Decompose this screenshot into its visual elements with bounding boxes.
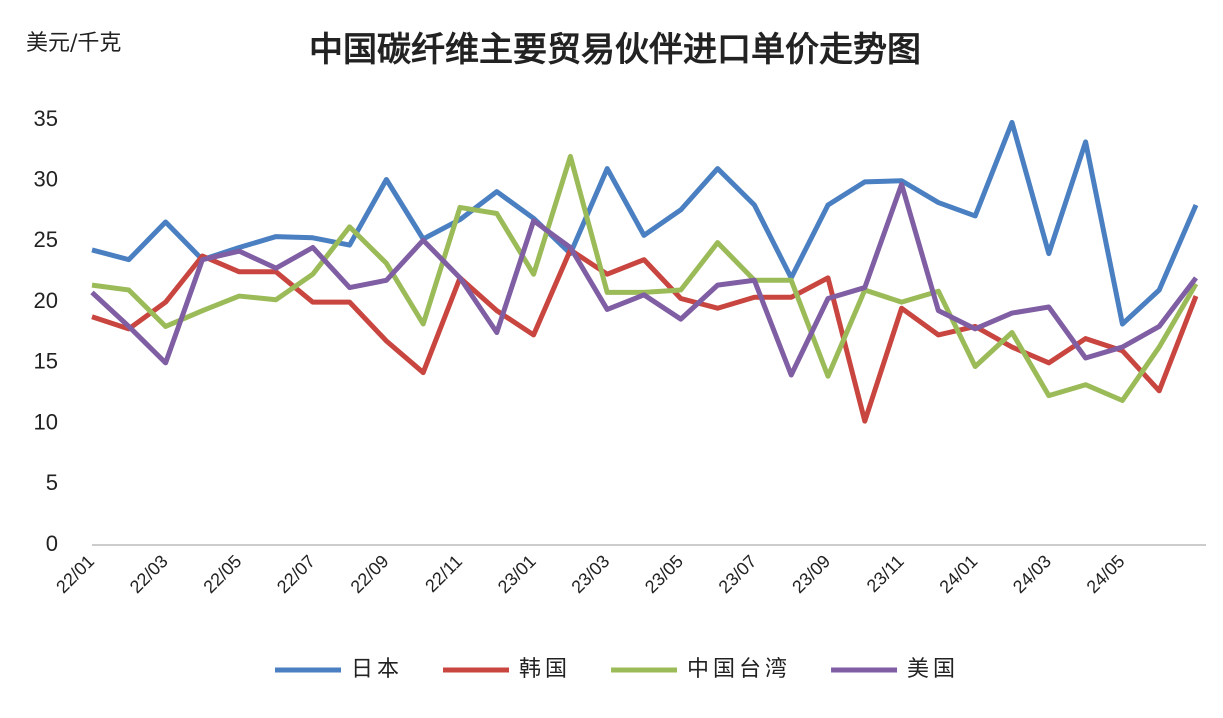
x-tick-label: 23/03 — [567, 551, 613, 597]
x-tick-label: 24/03 — [1009, 551, 1055, 597]
x-tick-label: 24/01 — [935, 551, 981, 597]
series-line — [90, 181, 1198, 378]
x-tick-label: 22/07 — [273, 551, 319, 597]
x-tick-label: 23/05 — [641, 551, 687, 597]
x-tick-label: 22/09 — [347, 551, 393, 597]
legend-label: 中国台湾 — [687, 657, 791, 682]
series-line — [91, 247, 1199, 424]
y-tick-label: 5 — [46, 470, 58, 495]
x-tick-label: 22/03 — [126, 551, 172, 597]
x-tick-label: 23/11 — [863, 551, 908, 596]
x-tick-label: 24/05 — [1083, 551, 1129, 597]
x-tick-label: 23/01 — [494, 551, 540, 597]
x-tick-label: 22/01 — [52, 551, 98, 597]
series-line — [91, 119, 1199, 327]
y-tick-label: 10 — [34, 409, 58, 434]
y-tick-label: 20 — [34, 288, 58, 313]
y-tick-label: 30 — [34, 167, 58, 192]
x-tick-label: 22/05 — [199, 551, 245, 597]
legend-label: 日本 — [351, 657, 403, 682]
legend-label: 韩国 — [519, 657, 571, 682]
y-tick-label: 0 — [46, 531, 58, 556]
legend-label: 美国 — [907, 657, 959, 682]
y-tick-label: 15 — [34, 349, 58, 374]
x-tick-label: 22/11 — [421, 551, 466, 596]
y-axis-label: 美元/千克 — [26, 31, 121, 56]
chart-title: 中国碳纤维主要贸易伙伴进口单价走势图 — [309, 30, 921, 70]
x-tick-label: 23/09 — [788, 551, 834, 597]
x-tick-label: 23/07 — [715, 551, 761, 597]
y-tick-label: 35 — [34, 106, 58, 131]
y-tick-label: 25 — [34, 227, 58, 252]
